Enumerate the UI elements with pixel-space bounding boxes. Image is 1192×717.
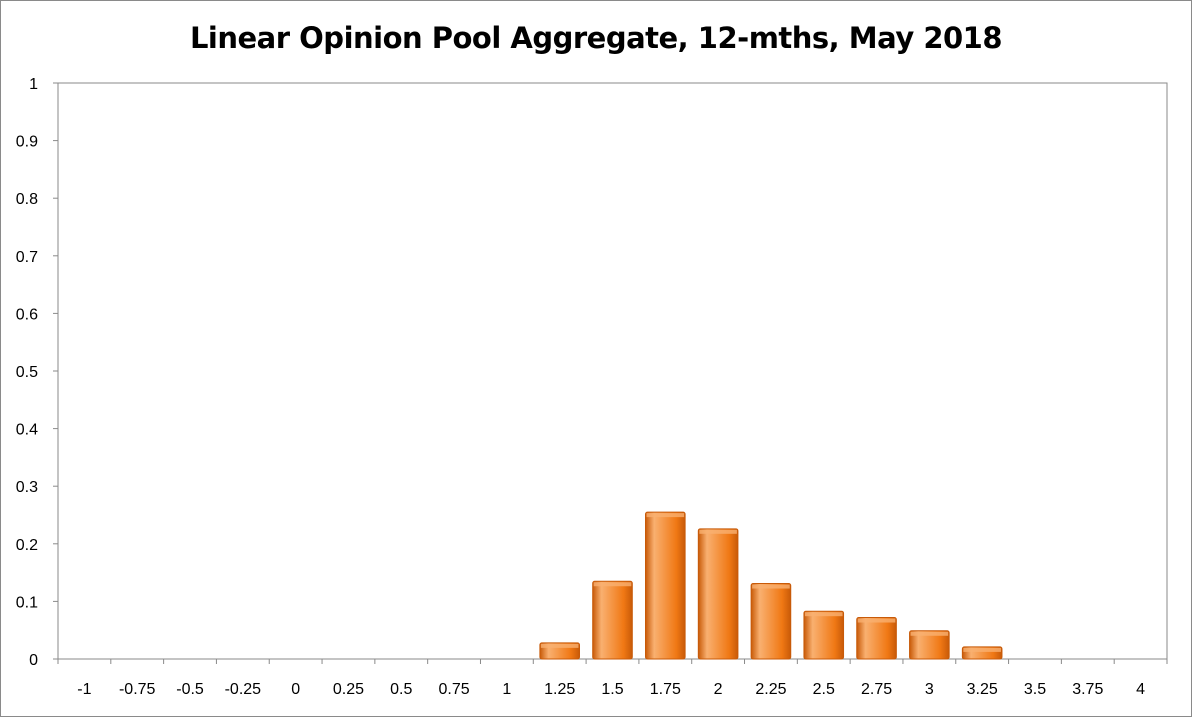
x-tick-label: 2.5 bbox=[813, 681, 835, 698]
y-tick-label: 0.5 bbox=[16, 364, 38, 381]
x-tick-label: 1 bbox=[502, 681, 511, 698]
x-tick-label: 2.25 bbox=[755, 681, 786, 698]
y-tick-label: 0.3 bbox=[16, 479, 38, 496]
bar-highlight bbox=[857, 618, 896, 623]
x-tick-label: 3 bbox=[925, 681, 934, 698]
bar bbox=[592, 580, 633, 660]
bar bbox=[750, 583, 792, 660]
x-tick-label: 3.5 bbox=[1024, 681, 1046, 698]
y-tick-label: 0.1 bbox=[16, 594, 38, 611]
x-axis: -1 -0.75 -0.5 -0.25 0 0.25 0.5 0.75 1 1.25 1.5 1.75… bbox=[57, 659, 1168, 698]
bar-highlight bbox=[910, 631, 949, 636]
x-tick-label: 3.75 bbox=[1072, 681, 1103, 698]
y-axis: 0 0.1 0.2 0.3 0.4 0.5 0.6 0.7 0.8 0.9 1 bbox=[16, 76, 58, 669]
bar-highlight bbox=[593, 582, 632, 587]
bar-highlight bbox=[963, 647, 1001, 652]
bar bbox=[856, 617, 897, 660]
x-tick-label: 0.25 bbox=[333, 681, 364, 698]
bar bbox=[645, 511, 686, 660]
y-tick-label: 0.2 bbox=[16, 537, 38, 554]
x-tick-label: 2.75 bbox=[861, 681, 892, 698]
bar-highlight bbox=[804, 612, 843, 617]
y-tick-label: 0.7 bbox=[16, 249, 38, 266]
x-tick-label: -1 bbox=[77, 681, 91, 698]
x-tick-label: 0.75 bbox=[439, 681, 470, 698]
bar bbox=[697, 528, 739, 660]
bar-series bbox=[539, 511, 1003, 660]
y-tick-label: 0 bbox=[29, 652, 38, 669]
x-tick-label: 3.25 bbox=[967, 681, 998, 698]
bar-highlight bbox=[752, 584, 790, 589]
x-tick-label: 4 bbox=[1136, 681, 1145, 698]
y-tick-label: 0.6 bbox=[16, 306, 38, 323]
x-tick-label: 1.5 bbox=[601, 681, 623, 698]
y-tick-label: 1 bbox=[29, 76, 38, 93]
x-tick-label: 1.25 bbox=[544, 681, 575, 698]
x-tick-label: 0.5 bbox=[390, 681, 412, 698]
plot-area bbox=[57, 82, 1168, 660]
x-tick-label: -0.25 bbox=[225, 681, 262, 698]
y-tick-label: 0.9 bbox=[16, 134, 38, 151]
y-tick-label: 0.8 bbox=[16, 191, 38, 208]
bar bbox=[909, 630, 950, 660]
x-tick-label: -0.75 bbox=[119, 681, 156, 698]
x-tick-label: 2 bbox=[714, 681, 723, 698]
bar-highlight bbox=[646, 513, 685, 518]
bar-highlight bbox=[540, 643, 579, 648]
x-tick-label: 0 bbox=[291, 681, 300, 698]
x-tick-label: 1.75 bbox=[650, 681, 681, 698]
x-tick-label: -0.5 bbox=[176, 681, 204, 698]
y-tick-label: 0.4 bbox=[16, 422, 38, 439]
chart-title: Linear Opinion Pool Aggregate, 12-mths, … bbox=[189, 21, 1003, 55]
bar-highlight bbox=[699, 529, 737, 534]
bar bbox=[803, 610, 845, 660]
